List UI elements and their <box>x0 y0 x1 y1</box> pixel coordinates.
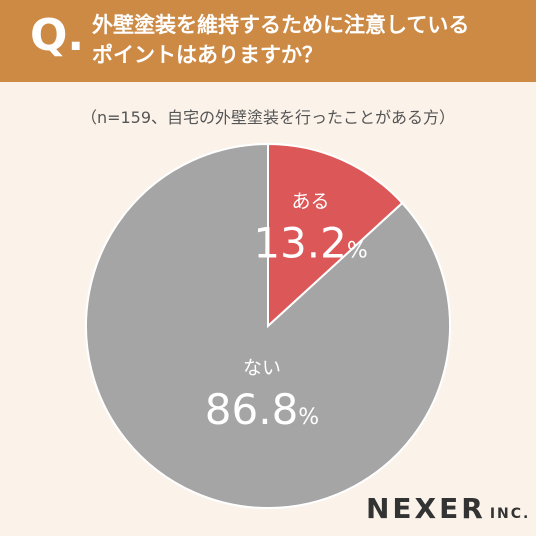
question-line-2: ポイントはありますか？ <box>92 43 323 67</box>
slice-value-0: 13.2% <box>253 218 367 267</box>
question-text: 外壁塗装を維持するために注意している ポイントはありますか？ <box>92 10 522 70</box>
slice-value-1: 86.8% <box>205 385 319 434</box>
slice-value-unit-1: % <box>298 405 319 430</box>
slice-label-1: ない <box>243 357 281 379</box>
sample-note: （n=159、自宅の外壁塗装を行ったことがある方） <box>80 108 456 127</box>
slice-value-unit-0: % <box>347 238 368 263</box>
brand-logo: NEXER INC. <box>366 492 530 525</box>
slice-label-0: ある <box>292 190 330 212</box>
slice-value-number-1: 86.8 <box>205 385 299 434</box>
q-mark: Q. <box>30 10 85 61</box>
slice-value-number-0: 13.2 <box>253 218 347 267</box>
pie-slice-0 <box>267 142 404 329</box>
question-line-1: 外壁塗装を維持するために注意している <box>92 13 470 37</box>
brand-name: NEXER <box>366 492 486 525</box>
question-header: Q. 外壁塗装を維持するために注意している ポイントはありますか？ <box>0 0 536 82</box>
pie-slice-1 <box>85 142 451 509</box>
brand-suffix: INC. <box>489 506 531 522</box>
